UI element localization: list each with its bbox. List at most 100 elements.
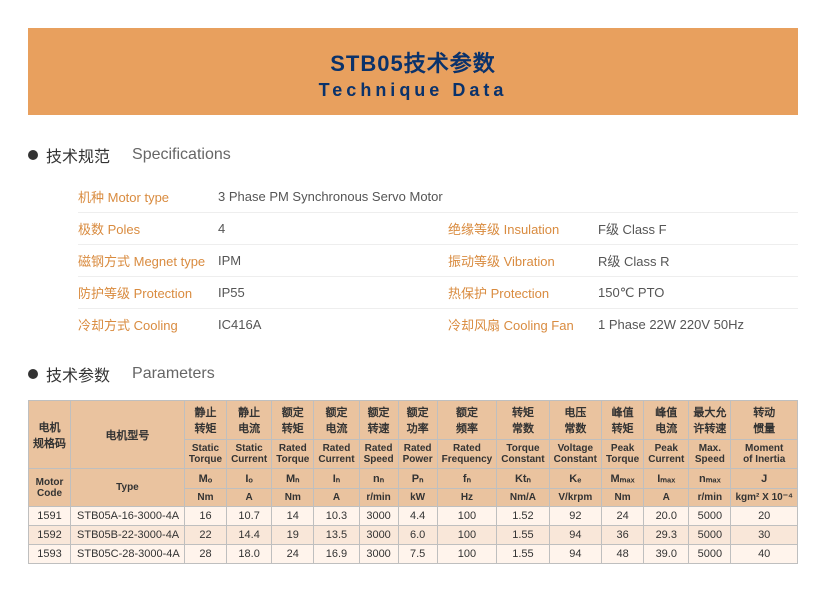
table-header-cell: Mₙ [272, 469, 314, 489]
spec-hdr-en: Specifications [132, 146, 231, 164]
table-header-cell: Kₑ [549, 469, 601, 489]
table-cell: 3000 [359, 507, 398, 526]
table-header-cell: Iₒ [227, 469, 272, 489]
table-cell: 92 [549, 507, 601, 526]
table-header-cell: 峰值转矩 [602, 401, 644, 440]
table-header-cell: RatedFrequency [437, 440, 497, 469]
spec-value: F级 Class F [598, 219, 798, 238]
table-header-cell: Momentof Inertia [731, 440, 798, 469]
table-cell: 36 [602, 526, 644, 545]
table-cell: 40 [731, 545, 798, 564]
spec-value: IC416A [218, 317, 448, 332]
table-cell: 13.5 [314, 526, 359, 545]
specifications-table: 机种 Motor type 3 Phase PM Synchronous Ser… [28, 181, 798, 340]
spec-value: IPM [218, 253, 448, 268]
table-cell: 7.5 [398, 545, 437, 564]
table-header-cell: RatedCurrent [314, 440, 359, 469]
parameters-table: 电机规格码电机型号静止转矩静止电流额定转矩额定电流额定转速额定功率额定频率转矩常… [28, 400, 798, 564]
spec-value: IP55 [218, 285, 448, 300]
table-row: 1592STB05B-22-3000-4A2214.41913.530006.0… [29, 526, 798, 545]
table-header-cell: RatedPower [398, 440, 437, 469]
table-cell: 1.55 [497, 526, 549, 545]
table-cell: 48 [602, 545, 644, 564]
spec-value: 150℃ PTO [598, 285, 798, 301]
table-header-cell: fₙ [437, 469, 497, 489]
table-header-cell: PeakTorque [602, 440, 644, 469]
table-header-cell: Ktₙ [497, 469, 549, 489]
table-header-cell: r/min [689, 489, 731, 507]
table-cell: 1592 [29, 526, 71, 545]
param-hdr-cn: 技术参数 [46, 362, 110, 386]
table-header-cell: 电机型号 [71, 401, 185, 469]
table-header-cell: 峰值电流 [644, 401, 689, 440]
table-cell: 100 [437, 545, 497, 564]
table-cell: 18.0 [227, 545, 272, 564]
table-header-cell: Nm/A [497, 489, 549, 507]
table-header-cell: RatedSpeed [359, 440, 398, 469]
table-cell: 100 [437, 507, 497, 526]
table-header-cell: 转矩常数 [497, 401, 549, 440]
table-header-cell: Nm [272, 489, 314, 507]
table-header-cell: Nm [184, 489, 226, 507]
table-header-cell: A [314, 489, 359, 507]
table-header-cell: VoltageConstant [549, 440, 601, 469]
table-cell: 24 [272, 545, 314, 564]
table-cell: STB05C-28-3000-4A [71, 545, 185, 564]
title-banner: STB05技术参数 Technique Data [28, 28, 798, 115]
table-header-cell: Iₘₐₓ [644, 469, 689, 489]
table-header-cell: 静止电流 [227, 401, 272, 440]
table-cell: 5000 [689, 507, 731, 526]
table-header-cell: 额定转速 [359, 401, 398, 440]
table-header-cell: RatedTorque [272, 440, 314, 469]
table-header-cell: 额定频率 [437, 401, 497, 440]
spec-row: 磁钢方式 Megnet type IPM 振动等级 Vibration R级 C… [78, 245, 798, 277]
spec-label: 绝缘等级 Insulation [448, 219, 598, 238]
spec-label: 磁钢方式 Megnet type [78, 251, 218, 270]
bullet-icon [28, 150, 38, 160]
table-header-cell: 电机规格码 [29, 401, 71, 469]
table-cell: 14.4 [227, 526, 272, 545]
table-header-cell: J [731, 469, 798, 489]
spec-value: 4 [218, 221, 448, 236]
table-header-cell: A [227, 489, 272, 507]
table-header-cell: nₙ [359, 469, 398, 489]
table-header-cell: nₘₐₓ [689, 469, 731, 489]
table-cell: 29.3 [644, 526, 689, 545]
table-cell: 20 [731, 507, 798, 526]
table-header-cell: 额定功率 [398, 401, 437, 440]
table-cell: 5000 [689, 545, 731, 564]
table-cell: 1.55 [497, 545, 549, 564]
page: STB05技术参数 Technique Data 技术规范 Specificat… [0, 0, 826, 592]
table-cell: 100 [437, 526, 497, 545]
table-row: 1591STB05A-16-3000-4A1610.71410.330004.4… [29, 507, 798, 526]
spec-label: 振动等级 Vibration [448, 251, 598, 270]
table-header-cell: r/min [359, 489, 398, 507]
table-header-cell: Iₙ [314, 469, 359, 489]
table-header-cell: 额定电流 [314, 401, 359, 440]
spec-row: 防护等级 Protection IP55 热保护 Protection 150℃… [78, 277, 798, 309]
table-cell: 3000 [359, 545, 398, 564]
table-cell: 10.7 [227, 507, 272, 526]
table-cell: 94 [549, 545, 601, 564]
table-header-cell: Type [71, 469, 185, 507]
table-header-cell: PeakCurrent [644, 440, 689, 469]
table-cell: 30 [731, 526, 798, 545]
spec-value: 1 Phase 22W 220V 50Hz [598, 317, 798, 332]
table-header-cell: Nm [602, 489, 644, 507]
table-header-cell: MotorCode [29, 469, 71, 507]
table-header-cell: Hz [437, 489, 497, 507]
spec-value: R级 Class R [598, 251, 798, 270]
parameters-header: 技术参数 Parameters [28, 362, 798, 386]
table-cell: 4.4 [398, 507, 437, 526]
table-cell: 94 [549, 526, 601, 545]
spec-label: 冷却方式 Cooling [78, 315, 218, 334]
table-header-cell: 转动惯量 [731, 401, 798, 440]
table-cell: 6.0 [398, 526, 437, 545]
table-cell: STB05A-16-3000-4A [71, 507, 185, 526]
table-cell: 1593 [29, 545, 71, 564]
spec-label: 热保护 Protection [448, 283, 598, 302]
table-cell: 22 [184, 526, 226, 545]
table-cell: 3000 [359, 526, 398, 545]
table-header-cell: TorqueConstant [497, 440, 549, 469]
spec-row: 极数 Poles 4 绝缘等级 Insulation F级 Class F [78, 213, 798, 245]
